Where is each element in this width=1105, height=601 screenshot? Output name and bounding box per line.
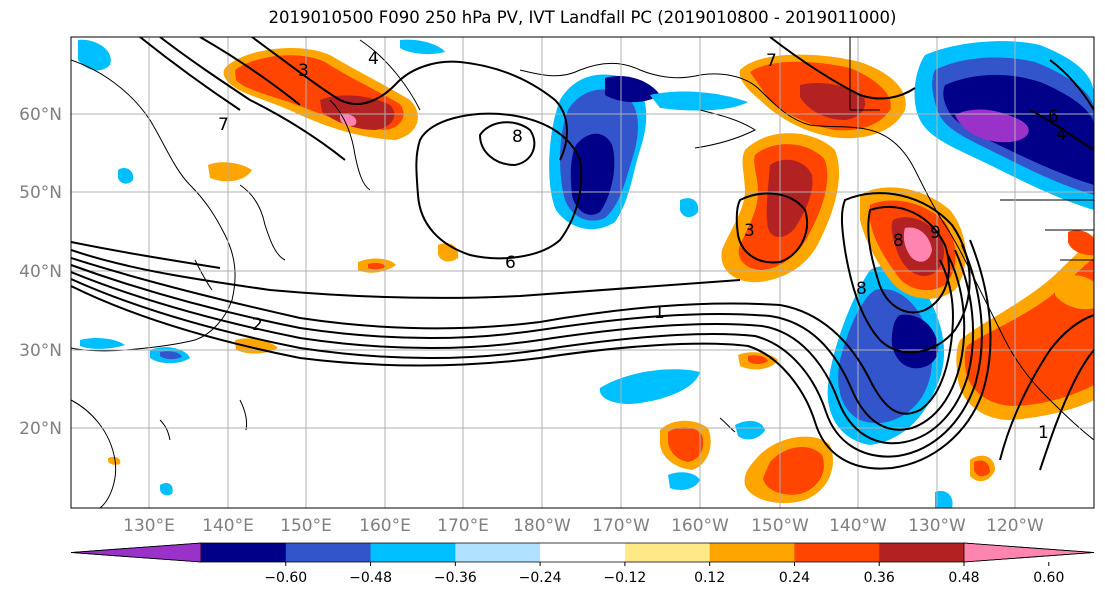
colorbar: −0.60 −0.48 −0.36 −0.24 −0.12 0.12 0.24 0.36 0.4… bbox=[70, 542, 1095, 586]
lon-label: 140°E bbox=[202, 516, 254, 536]
longitude-labels: 130°E 140°E 150°E 160°E 170°E 180°W 170°… bbox=[123, 516, 1044, 536]
coastlines bbox=[71, 37, 1094, 508]
colorbar-tick-label: −0.48 bbox=[349, 570, 392, 586]
colorbar-tick-label: −0.24 bbox=[519, 570, 562, 586]
contour-label: 7 bbox=[766, 51, 777, 71]
colorbar-tick-label: 0.24 bbox=[779, 570, 810, 586]
lon-label: 170°W bbox=[592, 516, 650, 536]
lat-label: 30°N bbox=[19, 341, 62, 361]
contour-label: 3 bbox=[298, 61, 309, 81]
lat-label: 20°N bbox=[19, 419, 62, 439]
colorbar-tick-label: −0.12 bbox=[603, 570, 646, 586]
colorbar-segment bbox=[540, 543, 626, 562]
lon-label: 130°E bbox=[123, 516, 175, 536]
colorbar-extend-high bbox=[963, 542, 1095, 563]
colorbar-tick-label: 0.12 bbox=[694, 570, 725, 586]
lat-label: 40°N bbox=[19, 262, 62, 282]
colorbar-outline bbox=[70, 542, 1095, 563]
lon-label: 180°W bbox=[513, 516, 571, 536]
lon-label: 160°W bbox=[671, 516, 729, 536]
contour-label: 4 bbox=[368, 49, 379, 69]
latitude-labels: 60°N 50°N 40°N 30°N 20°N bbox=[19, 105, 62, 439]
colorbar-segment bbox=[285, 543, 372, 562]
contour-label: 6 bbox=[505, 253, 516, 273]
contour-label: 3 bbox=[744, 221, 755, 241]
colorbar-tick-label: 0.60 bbox=[1033, 570, 1064, 586]
gridlines bbox=[71, 37, 1094, 508]
contour-labels: 3 4 7 8 6 2 1 8 3 9 8 7 6 4 1 bbox=[218, 49, 1067, 443]
colorbar-tick-label: −0.60 bbox=[264, 570, 307, 586]
lon-label: 150°E bbox=[280, 516, 332, 536]
colorbar-segment bbox=[624, 543, 711, 562]
lon-label: 120°W bbox=[986, 516, 1044, 536]
lat-label: 50°N bbox=[19, 183, 62, 203]
colorbar-segment bbox=[370, 543, 456, 562]
contour-label: 8 bbox=[512, 127, 523, 147]
lon-label: 130°W bbox=[908, 516, 966, 536]
colorbar-extend-low bbox=[70, 542, 202, 563]
shaded-pv-field: 3 4 7 8 6 2 1 8 3 9 8 7 6 4 1 bbox=[71, 37, 1094, 508]
colorbar-segment bbox=[879, 543, 965, 562]
lat-label: 60°N bbox=[19, 105, 62, 125]
colorbar-segment bbox=[455, 543, 541, 562]
lon-label: 150°W bbox=[751, 516, 809, 536]
colorbar-segment bbox=[709, 543, 795, 562]
map-frame bbox=[70, 36, 1095, 509]
colorbar-tick-label: 0.36 bbox=[864, 570, 895, 586]
lon-label: 170°E bbox=[437, 516, 489, 536]
contour-label: 1 bbox=[1038, 423, 1049, 443]
colorbar-segment bbox=[794, 543, 880, 562]
negative-anomaly-regions bbox=[78, 39, 1094, 508]
contour-label: 1 bbox=[654, 303, 665, 323]
contour-label: 8 bbox=[893, 231, 904, 251]
contour-label: 6 bbox=[1048, 107, 1059, 127]
contour-label: 2 bbox=[252, 315, 263, 335]
ivt-contours bbox=[71, 37, 1094, 471]
contour-label: 4 bbox=[1056, 125, 1067, 145]
colorbar-segment bbox=[201, 543, 287, 562]
lon-label: 140°W bbox=[829, 516, 887, 536]
contour-label: 7 bbox=[218, 115, 229, 135]
map-title: 2019010500 F090 250 hPa PV, IVT Landfall… bbox=[268, 8, 897, 27]
colorbar-tick-label: 0.48 bbox=[948, 570, 979, 586]
contour-label: 9 bbox=[930, 223, 941, 243]
lon-label: 160°E bbox=[359, 516, 411, 536]
contour-label: 8 bbox=[856, 279, 867, 299]
colorbar-tick-label: −0.36 bbox=[434, 570, 477, 586]
